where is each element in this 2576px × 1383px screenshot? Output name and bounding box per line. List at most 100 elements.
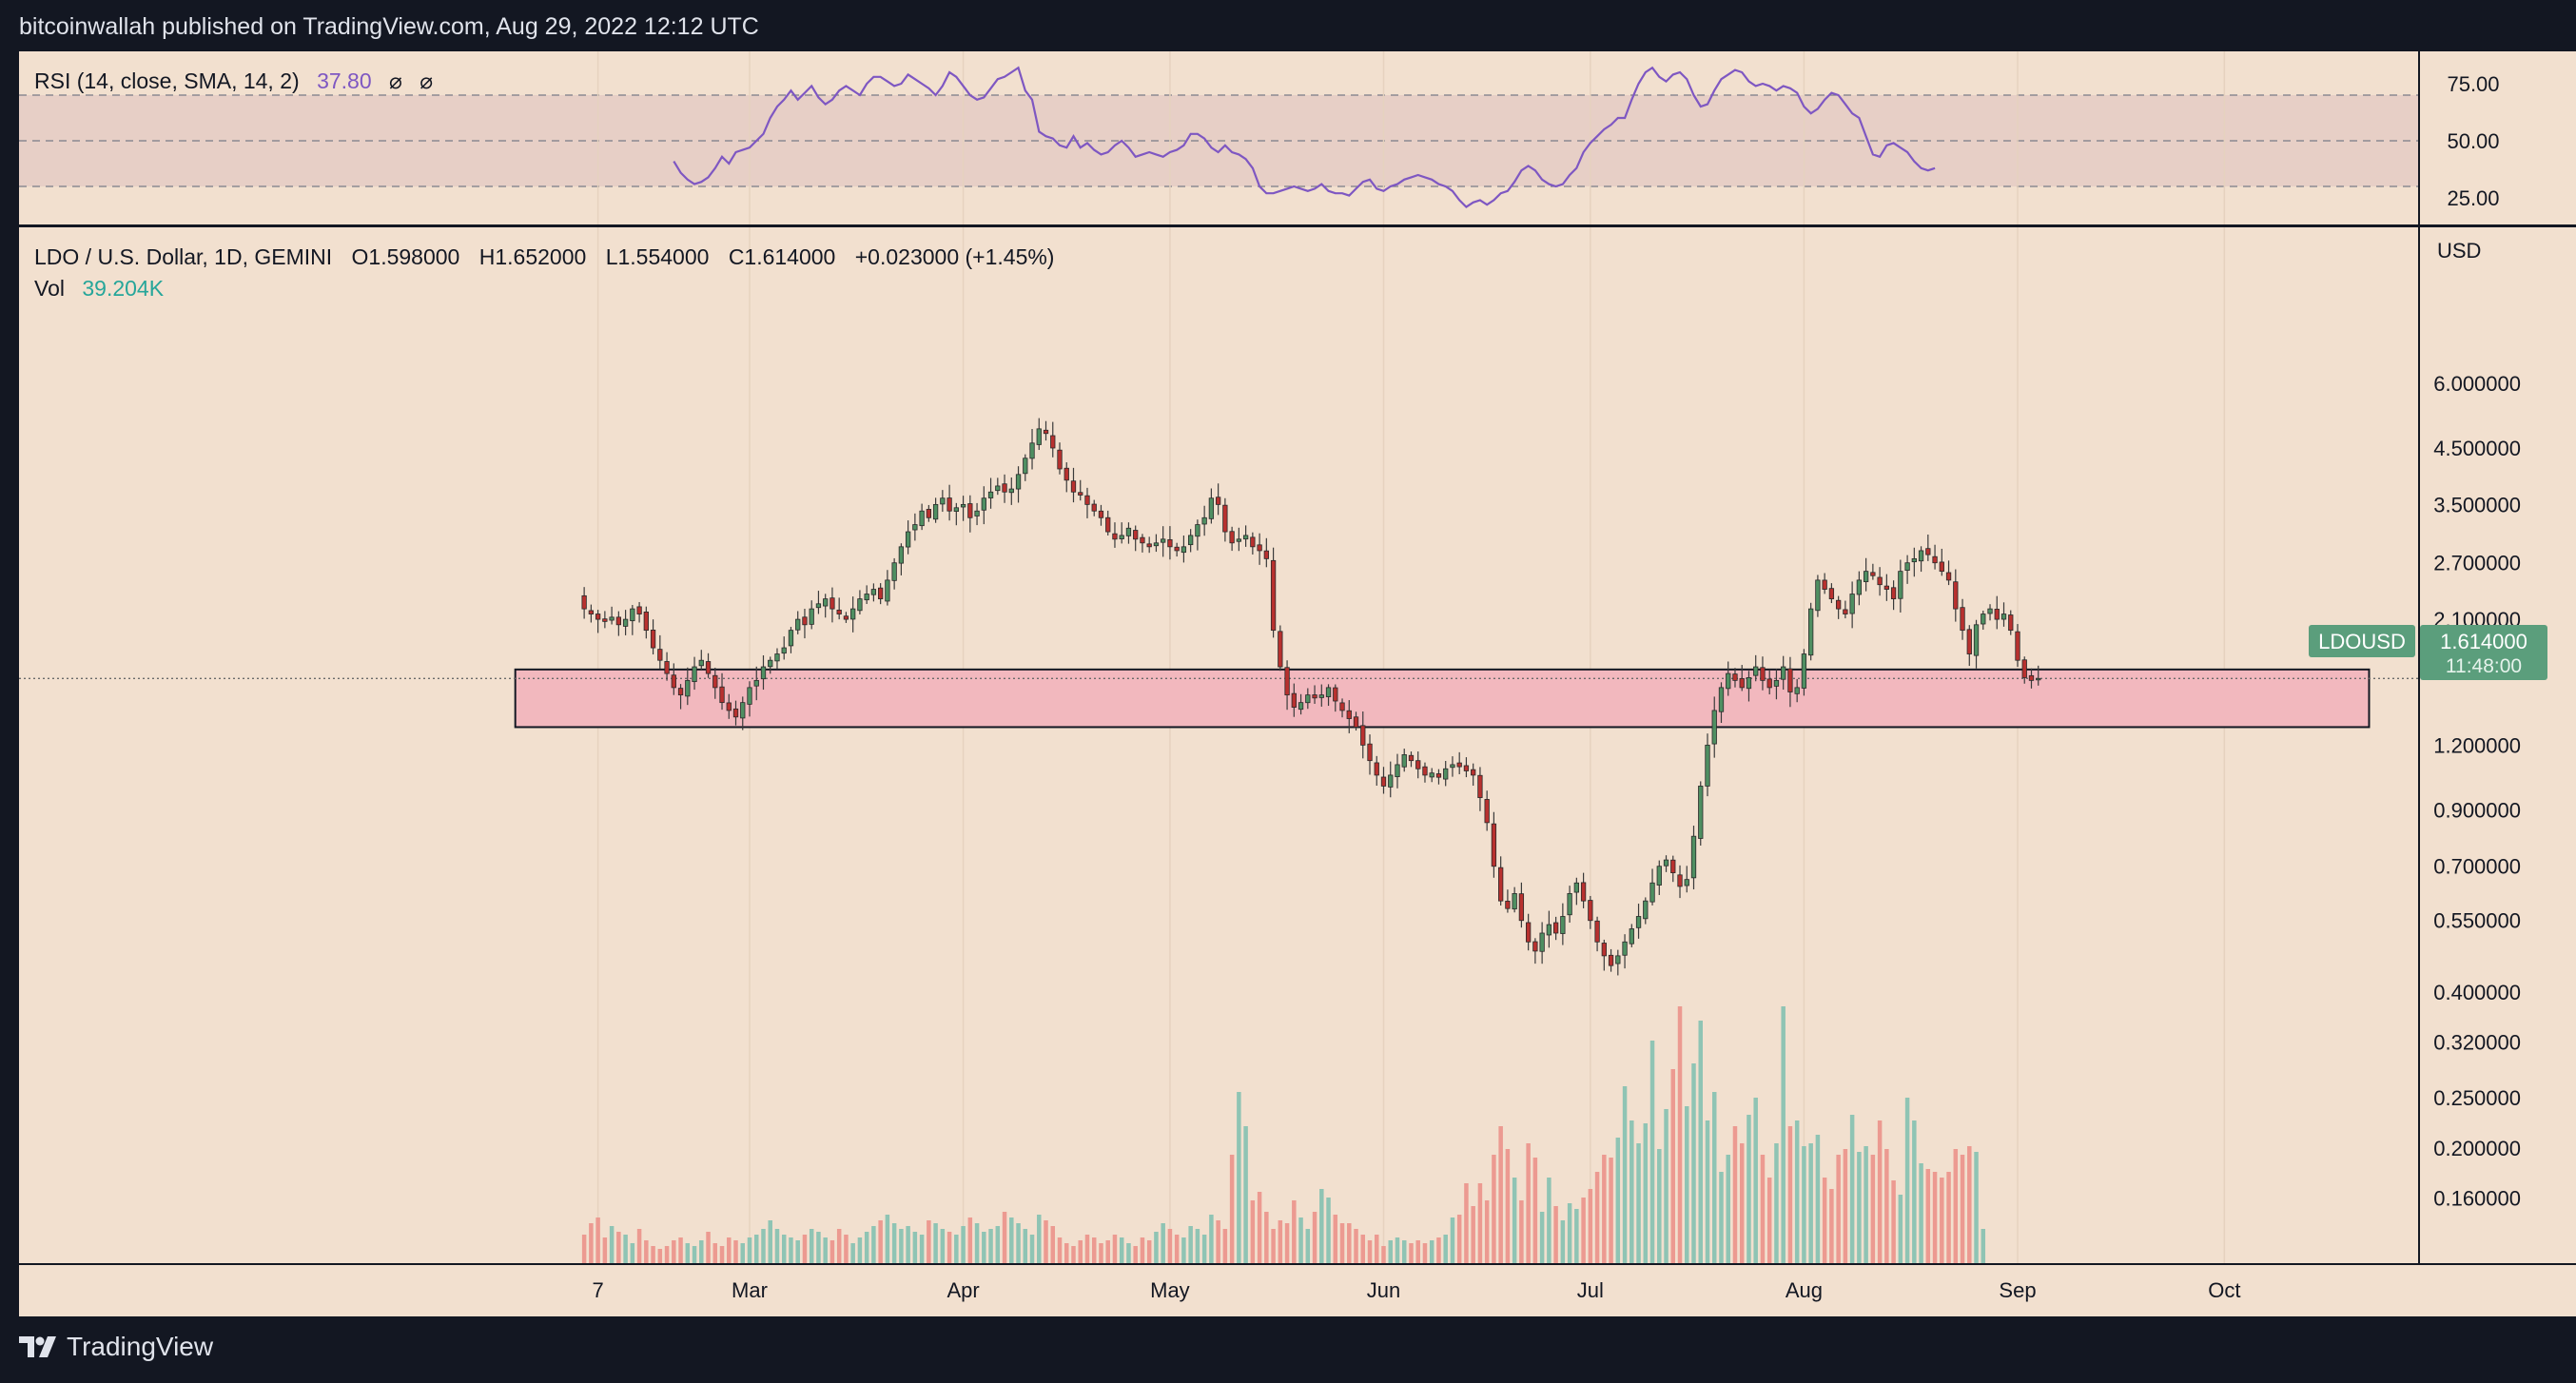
price-tick-label: 4.500000	[2433, 437, 2521, 460]
candle	[615, 611, 621, 636]
volume-bar	[1099, 1243, 1103, 1263]
volume-bar	[692, 1246, 697, 1263]
candle	[974, 502, 980, 526]
rsi-scale-ticks: 75.00 50.00 25.00	[2447, 72, 2499, 210]
candle	[1615, 949, 1621, 976]
volume-bar	[1849, 1115, 1855, 1263]
volume-bar	[740, 1243, 746, 1263]
volume-bar	[1981, 1229, 1986, 1263]
volume-bar	[1484, 1200, 1490, 1263]
volume-bar	[589, 1223, 594, 1263]
tradingview-logo-icon	[19, 1336, 56, 1357]
candle	[1512, 886, 1517, 913]
volume-bar	[1339, 1223, 1345, 1263]
candle	[1843, 600, 1848, 619]
volume-bar	[1630, 1120, 1634, 1263]
candle	[1084, 487, 1090, 518]
candle	[1153, 534, 1160, 553]
candle	[630, 605, 635, 635]
candle	[1091, 499, 1097, 516]
candle	[1002, 474, 1007, 503]
candle	[1822, 573, 1827, 594]
volume-bar	[1891, 1180, 1896, 1263]
volume-bar	[1044, 1220, 1048, 1263]
volume-bar	[1884, 1149, 1889, 1263]
volume-bar	[878, 1220, 883, 1263]
volume-bar	[1429, 1240, 1434, 1263]
volume-bar	[1864, 1146, 1868, 1263]
candle	[1119, 522, 1124, 544]
candle	[1904, 555, 1910, 584]
volume-bar	[1237, 1092, 1241, 1263]
volume-bar	[871, 1226, 876, 1263]
rsi-legend-extra2: ⌀	[420, 68, 433, 93]
candle	[1773, 669, 1780, 700]
volume-bar	[1257, 1192, 1262, 1263]
volume-bar	[1711, 1092, 1717, 1263]
volume-bar	[1243, 1126, 1248, 1263]
volume-bar	[1009, 1217, 1014, 1263]
candles	[581, 418, 2041, 976]
volume-bar	[1174, 1235, 1180, 1263]
volume-bar	[1367, 1240, 1373, 1263]
candle	[829, 587, 835, 623]
candle	[1471, 763, 1476, 786]
candle	[1739, 665, 1745, 692]
candle	[602, 611, 608, 629]
candle	[926, 504, 932, 522]
volume-bar	[829, 1240, 835, 1263]
candle	[1656, 860, 1662, 895]
volume-bar	[1698, 1021, 1703, 1263]
candle	[657, 634, 663, 670]
volume-bar	[1787, 1126, 1793, 1263]
candle	[1257, 533, 1262, 565]
svg-text:RSI (14, close, SMA, 14, 2): RSI (14, close, SMA, 14, 2) 37.80 ⌀ ⌀	[34, 68, 433, 93]
volume-bar	[1946, 1172, 1951, 1263]
candle	[1560, 903, 1566, 945]
volume-bar	[1857, 1152, 1862, 1263]
candle	[1477, 767, 1483, 811]
candle	[1174, 542, 1180, 557]
volume-bar	[1829, 1189, 1834, 1263]
volume-bar	[761, 1229, 766, 1263]
candle	[1429, 768, 1434, 783]
candle	[1552, 916, 1559, 941]
time-label: 7	[592, 1278, 603, 1302]
candle	[2000, 602, 2007, 627]
volume-bar	[1037, 1215, 1042, 1263]
volume-bar	[1409, 1243, 1414, 1263]
price-tick-label: 0.700000	[2433, 855, 2521, 879]
price-scale-ticks: 6.0000004.5000003.5000002.7000002.100000…	[2433, 372, 2521, 1211]
candle	[1456, 751, 1462, 774]
volume-bar	[802, 1235, 808, 1263]
candle	[1043, 420, 1049, 441]
time-label: Oct	[2208, 1278, 2240, 1302]
candle	[1863, 557, 1869, 592]
candle	[1305, 688, 1311, 710]
volume-bar	[781, 1235, 787, 1263]
candle	[726, 693, 732, 719]
rsi-series-line	[673, 66, 1936, 209]
volume-bar	[899, 1229, 904, 1263]
candle	[1573, 877, 1579, 906]
candle	[802, 609, 808, 639]
candle	[823, 594, 829, 618]
candle	[1663, 855, 1669, 872]
volume-bar	[1271, 1229, 1276, 1263]
volume-bar	[602, 1237, 608, 1263]
volume-bar	[1774, 1143, 1779, 1263]
candle	[953, 502, 959, 526]
candle	[1057, 442, 1063, 475]
price-tick-label: 0.250000	[2433, 1086, 2521, 1110]
candle	[1643, 897, 1649, 925]
candle	[1670, 855, 1676, 883]
volume-bar	[1064, 1243, 1069, 1263]
candle	[1760, 656, 1766, 691]
candle	[705, 653, 712, 678]
vol-legend-label: Vol	[34, 276, 65, 301]
candle	[1395, 753, 1400, 789]
candle	[609, 606, 615, 625]
candle	[1201, 505, 1207, 536]
volume-bar	[616, 1232, 621, 1263]
